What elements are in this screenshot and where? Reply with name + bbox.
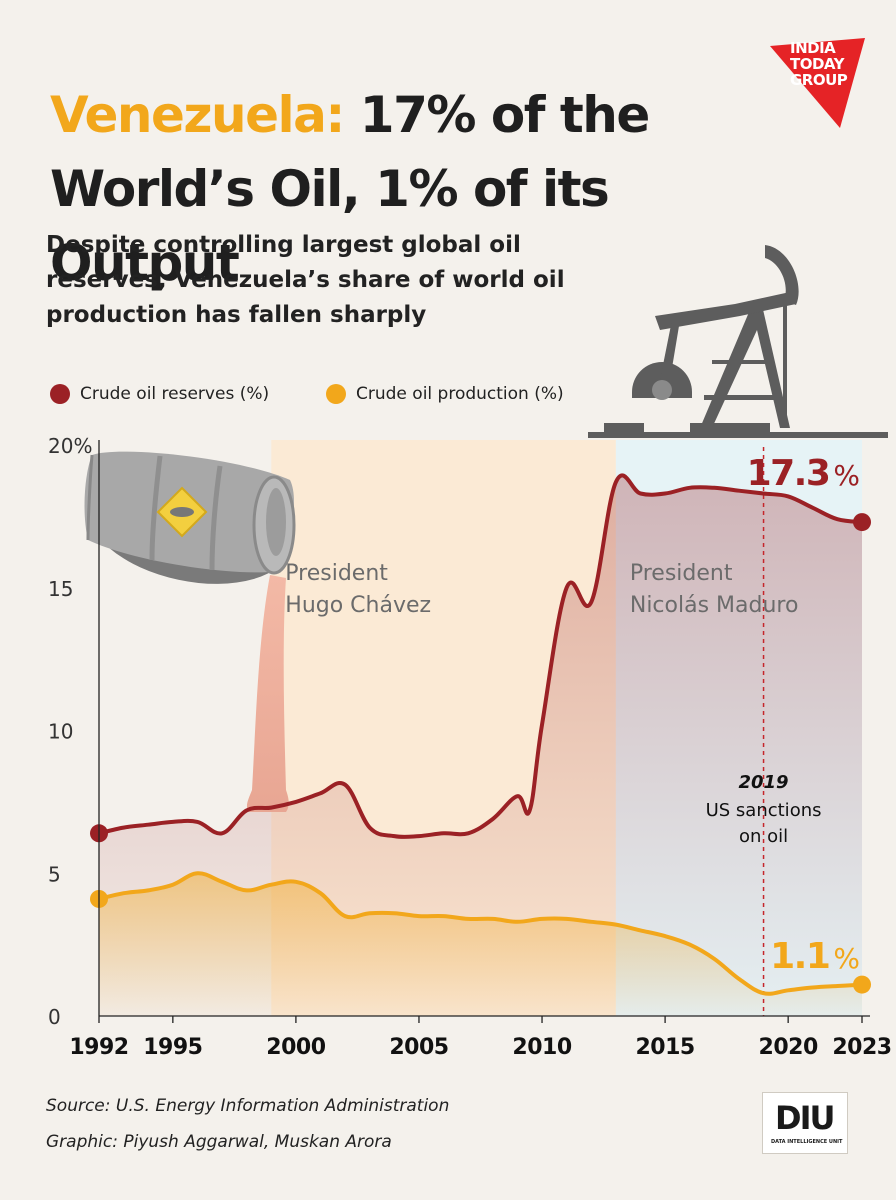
x-tick-label-2: 2000 [266, 1035, 325, 1060]
logo-line-1: INDIA [790, 39, 836, 57]
x-tick-label-6: 2020 [759, 1035, 818, 1060]
logo-line-3: GROUP [790, 71, 848, 89]
series-end-label-0: 17.3% [747, 453, 860, 494]
credit-note: Graphic: Piyush Aggarwal, Muskan Arora [46, 1132, 392, 1152]
title-line1-rest: 17% of the [343, 86, 651, 144]
logo-shape [770, 38, 865, 128]
source-note: Source: U.S. Energy Information Administ… [46, 1096, 450, 1116]
subtitle: Despite controlling largest global oil r… [46, 232, 565, 328]
x-tick-label-3: 2005 [389, 1035, 448, 1060]
oil-pour [246, 575, 289, 812]
x-tick-label-7: 2023 [832, 1035, 891, 1060]
diu-logo: DIU DATA INTELLIGENCE UNIT [762, 1092, 848, 1154]
series-line-0 [98, 473, 863, 839]
diu-logo-text: DIU [775, 1099, 835, 1137]
y-tick-label-0: 0 [48, 1005, 61, 1029]
series-end-point-0 [853, 513, 871, 532]
legend-label-production: Crude oil production (%) [356, 384, 564, 404]
series-line-1 [98, 871, 863, 996]
oil-barrel-icon [84, 451, 296, 812]
x-tick-label-1: 1995 [143, 1035, 202, 1060]
series-area-1 [99, 873, 862, 1016]
legend-item-production: Crude oil production (%) [326, 384, 564, 404]
series-end-point-1 [853, 975, 871, 994]
x-tick-label-0: 1992 [69, 1035, 128, 1060]
title-highlight: Venezuela: [50, 86, 345, 144]
india-today-logo [770, 38, 865, 128]
y-tick-label-1: 5 [48, 862, 61, 886]
x-tick-label-5: 2015 [635, 1035, 694, 1060]
pumpjack-icon [588, 245, 888, 438]
era-label-0-line1: President [285, 561, 388, 586]
annotation-year-0: 2019 [738, 772, 788, 793]
logo-text: INDIA TODAY GROUP [790, 40, 870, 88]
page-title: Venezuela: 17% of the World’s Oil, 1% of… [50, 78, 810, 300]
x-tick-label-4: 2010 [512, 1035, 571, 1060]
y-tick-label-2: 10 [48, 720, 73, 744]
legend-item-reserves: Crude oil reserves (%) [50, 384, 269, 404]
logo-line-2: TODAY [790, 55, 844, 73]
legend-dot-reserves [50, 384, 70, 404]
diu-logo-subtext: DATA INTELLIGENCE UNIT [771, 1139, 843, 1145]
era-label-0-line2: Hugo Chávez [285, 593, 431, 618]
era-label-1-line2: Nicolás Maduro [630, 593, 799, 618]
title-line2: World’s Oil, 1% of its Output [50, 160, 610, 292]
annotation-text-0-line1: US sanctions [706, 800, 822, 821]
era-label-1-line1: President [630, 561, 733, 586]
annotation-text-0-line2: on oil [739, 826, 788, 847]
series-end-label-1: 1.1% [770, 936, 860, 977]
legend-dot-production [326, 384, 346, 404]
y-tick-label-4: 20% [48, 434, 92, 458]
legend-label-reserves: Crude oil reserves (%) [80, 384, 270, 404]
y-tick-label-3: 15 [48, 577, 73, 601]
